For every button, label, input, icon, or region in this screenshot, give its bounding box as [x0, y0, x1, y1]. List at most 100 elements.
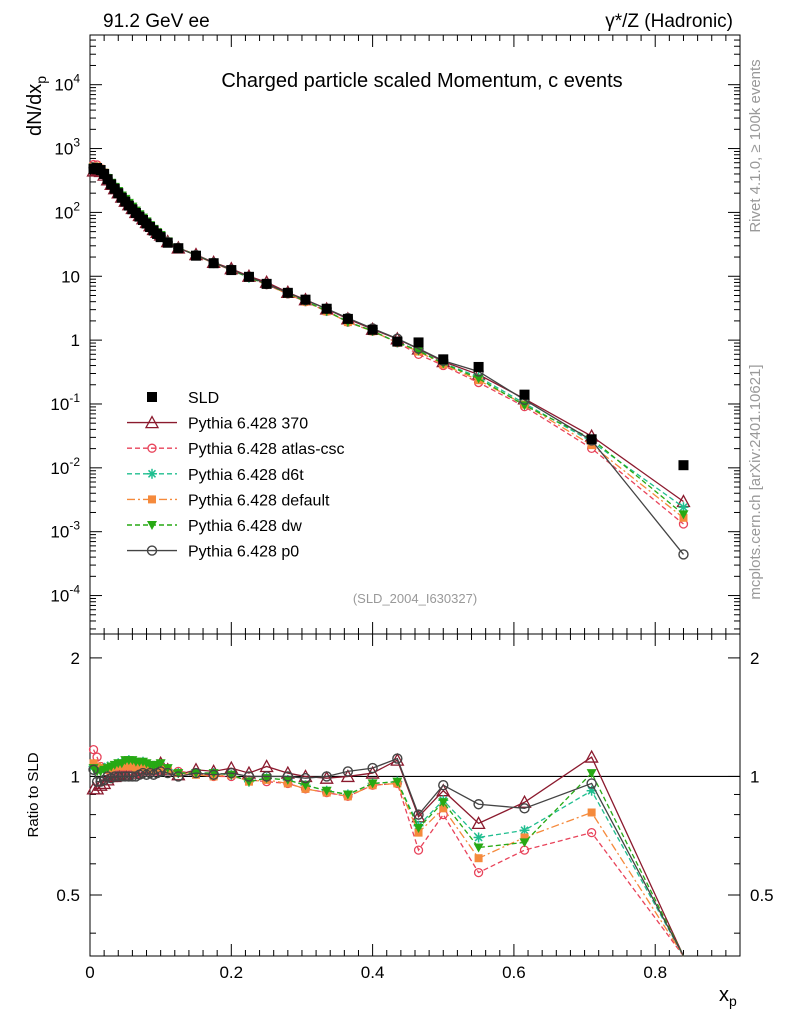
legend-marker: [148, 495, 156, 504]
ratio-point: [116, 771, 127, 782]
sld-point: [162, 237, 173, 248]
ratio-point: [190, 767, 202, 779]
legend-label: Pythia 6.428 370: [188, 416, 308, 433]
legend-marker-sld: [147, 392, 157, 402]
y-tick-label: 10: [61, 267, 80, 286]
series-line-5: [93, 166, 684, 515]
ratio-tick-label: 0.5: [56, 886, 80, 905]
y-tick-label: 102: [54, 199, 80, 222]
ratio-point: [584, 749, 599, 763]
mc-point: [473, 374, 484, 384]
sld-point: [678, 460, 689, 471]
watermark: (SLD_2004_I630327): [353, 591, 477, 606]
ratio-point: [261, 771, 272, 782]
sld-point: [413, 337, 424, 348]
legend-marker: [147, 521, 157, 530]
ratio-point: [226, 767, 237, 779]
ratio-point: [321, 786, 332, 796]
legend-label: Pythia 6.428 d6t: [188, 467, 304, 484]
ratio-point: [438, 780, 449, 791]
sld-point: [282, 287, 293, 298]
x-tick-label: 0.4: [361, 963, 385, 982]
sld-point: [586, 434, 597, 445]
x-tick-label: 0.2: [219, 963, 243, 982]
ratio-point: [342, 766, 354, 777]
ratio-point: [365, 765, 380, 779]
ratio-point: [367, 779, 378, 789]
legend-marker: [144, 415, 160, 429]
y-tick-label: 10-1: [50, 391, 80, 414]
sld-point: [342, 313, 353, 324]
legend-label: Pythia 6.428 dw: [188, 518, 302, 535]
ratio-point: [471, 816, 486, 830]
sld-point: [243, 271, 254, 282]
ratio-tick-label-right: 0.5: [750, 886, 774, 905]
ratio-point: [120, 771, 131, 782]
ratio-point: [413, 809, 424, 820]
ratio-point: [300, 772, 311, 784]
legend-marker: [147, 468, 157, 479]
ratio-point: [520, 833, 529, 842]
ratio-point: [109, 771, 120, 782]
sld-point: [226, 265, 237, 276]
series-line-2: [93, 163, 684, 525]
ratio-point: [392, 777, 403, 787]
ratio-point: [586, 778, 597, 789]
ratio-point: [439, 804, 448, 813]
ratio-panel-frame: [89, 633, 741, 957]
ratio-point: [342, 790, 353, 800]
sld-point: [102, 174, 113, 185]
ratio-point: [517, 794, 532, 808]
chart-title: Charged particle scaled Momentum, c even…: [221, 70, 622, 92]
ratio-point: [438, 798, 449, 808]
ratio-point: [413, 845, 424, 855]
ratio-point: [208, 769, 219, 780]
legend-marker: [146, 545, 158, 556]
ratio-point: [173, 771, 184, 782]
series-line-6: [93, 167, 684, 555]
sld-point: [99, 168, 110, 179]
ratio-point: [321, 771, 332, 782]
ratio-tick-label-right: 1: [750, 767, 759, 786]
sld-point: [208, 258, 219, 269]
y-tick-label: 10-2: [50, 455, 80, 478]
legend-label: SLD: [188, 390, 219, 407]
sld-point: [392, 336, 403, 347]
x-axis-label: xp: [719, 984, 737, 1009]
y-tick-label: 10-4: [50, 583, 80, 606]
ratio-point: [173, 769, 184, 779]
ratio-point: [243, 771, 255, 782]
side-label-bottom: mcplots.cern.ch [arXiv:2401.10621]: [747, 364, 764, 599]
side-label-top: Rivet 4.1.0, ≥ 100k events: [747, 59, 764, 232]
legend: SLD Pythia 6.428 370 Pythia 6.428 atlas-cs…: [127, 390, 345, 561]
ratio-point: [473, 799, 484, 810]
ratio-point: [155, 766, 166, 777]
x-tick-label: 0.8: [643, 963, 667, 982]
sld-point: [473, 361, 484, 372]
ratio-tick-label-right: 2: [750, 649, 759, 668]
legend-marker: [147, 443, 157, 453]
series-line-3: [93, 166, 684, 508]
sld-point: [300, 294, 311, 305]
ratio-point: [392, 753, 403, 764]
mc-point: [413, 346, 424, 356]
ratio-point: [473, 867, 484, 878]
ratio-point: [586, 769, 597, 779]
ratio-point: [123, 771, 135, 782]
mc-point: [678, 549, 689, 560]
y-axis-label: dN/dxp: [24, 76, 49, 136]
sld-point: [321, 303, 332, 314]
ratio-y-axis-label: Ratio to SLD: [25, 752, 42, 837]
x-tick-label: 0.6: [502, 963, 526, 982]
ratio-point: [413, 823, 424, 833]
ratio-point: [473, 843, 484, 853]
ratio-point: [473, 832, 484, 843]
ratio-point: [113, 771, 124, 782]
ratio-point: [91, 776, 103, 787]
legend-label: Pythia 6.428 atlas-csc: [188, 441, 345, 458]
x-tick-label: 0: [85, 963, 94, 982]
series-line-4: [93, 165, 684, 519]
y-tick-label: 1: [71, 331, 80, 350]
legend-label: Pythia 6.428 default: [188, 492, 330, 509]
